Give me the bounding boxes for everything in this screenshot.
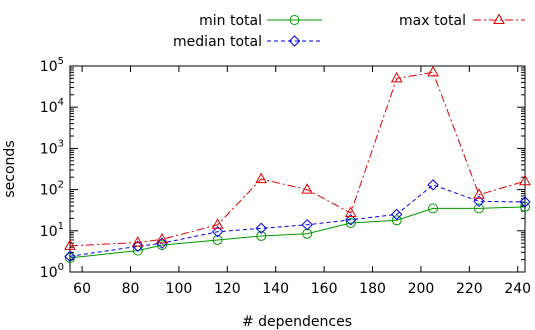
series-line xyxy=(69,184,526,257)
data-point xyxy=(131,235,144,247)
data-point xyxy=(256,230,267,241)
y-tick-label: 104 xyxy=(40,97,64,116)
series-line xyxy=(69,71,526,247)
y-tick-base: 10 xyxy=(40,183,58,199)
legend-label: max total xyxy=(399,13,466,29)
data-point xyxy=(211,218,224,229)
data-point xyxy=(64,239,76,250)
y-tick-base: 10 xyxy=(40,59,58,75)
series-median-total xyxy=(64,179,531,263)
legend-label: median total xyxy=(173,34,262,50)
data-point xyxy=(428,203,439,214)
data-point xyxy=(301,219,313,231)
y-tick-label: 105 xyxy=(40,56,64,75)
series-min-total xyxy=(65,201,530,263)
legend-entry: min total xyxy=(199,13,322,29)
y-tick-label: 100 xyxy=(40,262,64,281)
data-point xyxy=(345,214,357,226)
y-tick-exponent: 2 xyxy=(58,180,64,191)
legend: min total median total max total xyxy=(173,13,525,50)
y-tick-base: 10 xyxy=(40,141,58,157)
legend-entry: median total xyxy=(173,34,322,50)
data-point xyxy=(156,232,168,244)
y-tick-base: 10 xyxy=(40,224,58,240)
series-line xyxy=(69,206,526,259)
data-point xyxy=(391,215,402,226)
x-axis-title: # dependences xyxy=(242,314,352,330)
x-tick-label: 160 xyxy=(311,281,338,297)
data-point xyxy=(65,252,75,263)
data-point xyxy=(519,174,531,186)
x-tick-label: 240 xyxy=(504,281,531,297)
data-point xyxy=(427,179,439,191)
data-point xyxy=(211,226,224,238)
y-tick-base: 10 xyxy=(40,100,58,116)
y-tick-exponent: 0 xyxy=(58,262,64,273)
data-point xyxy=(473,188,485,199)
data-point xyxy=(427,65,439,77)
x-tick-label: 80 xyxy=(122,281,140,297)
y-tick-base: 10 xyxy=(40,265,58,281)
data-point xyxy=(255,222,267,235)
data-point xyxy=(344,206,357,218)
data-point xyxy=(474,203,485,214)
axis-ticks: 60 80 100 120 140 160 180 200 220 240100101102103… xyxy=(40,56,531,297)
series-max-total xyxy=(64,65,531,250)
data-point xyxy=(345,217,356,228)
x-tick-label: 200 xyxy=(408,281,435,297)
data-point xyxy=(156,240,167,251)
data-point xyxy=(212,234,223,245)
data-point xyxy=(473,195,485,208)
legend-marker xyxy=(493,13,505,24)
series-group xyxy=(64,65,531,263)
legend-label: min total xyxy=(199,13,262,29)
data-point xyxy=(390,71,403,83)
data-point xyxy=(520,201,530,212)
y-tick-exponent: 4 xyxy=(58,97,64,108)
x-tick-label: 120 xyxy=(214,281,241,297)
data-point xyxy=(391,208,403,221)
y-tick-label: 102 xyxy=(40,180,64,199)
data-point xyxy=(64,250,76,263)
data-point xyxy=(519,196,531,208)
x-tick-label: 220 xyxy=(456,281,483,297)
y-tick-exponent: 5 xyxy=(58,56,64,67)
y-axis-title: seconds xyxy=(2,140,18,197)
y-tick-exponent: 1 xyxy=(58,221,64,232)
data-point xyxy=(255,172,268,184)
x-tick-label: 140 xyxy=(262,281,289,297)
legend-marker xyxy=(289,15,300,25)
x-tick-label: 60 xyxy=(73,281,91,297)
x-tick-label: 100 xyxy=(166,281,193,297)
data-point xyxy=(301,183,314,194)
legend-entry: max total xyxy=(399,13,525,29)
y-tick-label: 103 xyxy=(40,138,64,157)
data-point xyxy=(156,237,168,249)
plot-frame xyxy=(69,65,526,273)
x-tick-label: 180 xyxy=(359,281,386,297)
y-tick-label: 101 xyxy=(40,221,64,240)
y-tick-exponent: 3 xyxy=(58,138,64,149)
data-point xyxy=(132,240,144,253)
legend-marker xyxy=(288,35,301,47)
